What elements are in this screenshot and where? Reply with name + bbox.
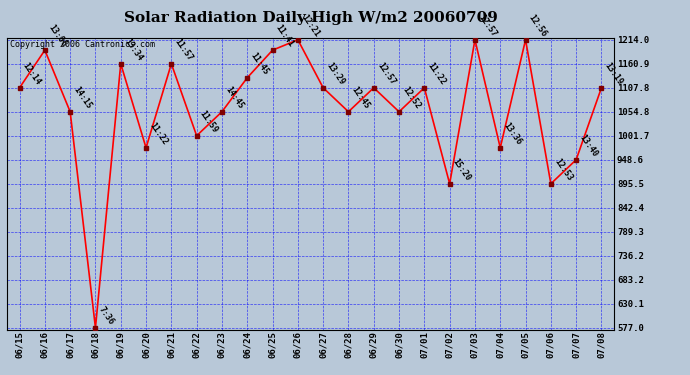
Text: 11:22: 11:22 (148, 121, 169, 146)
Text: 11:22: 11:22 (426, 61, 447, 86)
Text: 13:19: 13:19 (603, 61, 624, 86)
Text: 12:14: 12:14 (21, 61, 43, 86)
Text: Solar Radiation Daily High W/m2 20060709: Solar Radiation Daily High W/m2 20060709 (124, 11, 497, 25)
Text: Copyright 2006 Cantronics.com: Copyright 2006 Cantronics.com (10, 40, 155, 50)
Text: 13:40: 13:40 (578, 133, 599, 158)
Text: 12:45: 12:45 (350, 85, 371, 110)
Text: 11:59: 11:59 (198, 109, 219, 134)
Text: 11:57: 11:57 (172, 37, 195, 62)
Text: 13:34: 13:34 (122, 37, 144, 62)
Text: 14:15: 14:15 (72, 85, 93, 110)
Text: 13:06: 13:06 (46, 23, 68, 49)
Text: 15:20: 15:20 (451, 157, 473, 182)
Text: 12:21: 12:21 (299, 13, 321, 38)
Text: 14:45: 14:45 (224, 85, 245, 110)
Text: 11:41: 11:41 (274, 23, 295, 49)
Text: 12:52: 12:52 (400, 85, 422, 110)
Text: 13:36: 13:36 (502, 121, 523, 146)
Text: 13:29: 13:29 (324, 61, 346, 86)
Text: 12:53: 12:53 (552, 157, 574, 182)
Text: 12:57: 12:57 (375, 61, 397, 86)
Text: 11:45: 11:45 (248, 51, 270, 76)
Text: 12:57: 12:57 (476, 13, 498, 38)
Text: 12:56: 12:56 (527, 13, 549, 38)
Text: 7:36: 7:36 (97, 305, 116, 326)
